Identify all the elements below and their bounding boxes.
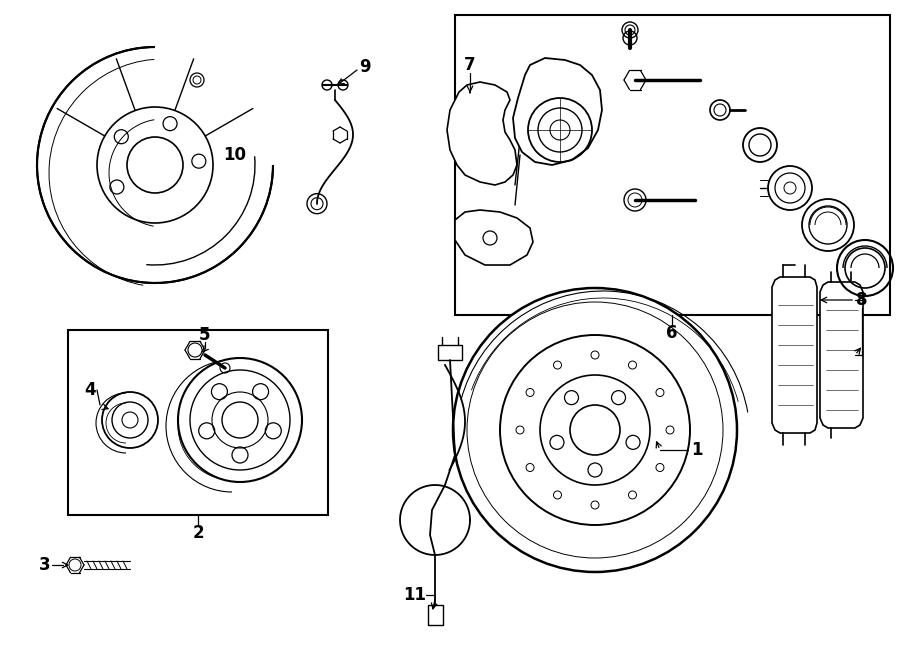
Circle shape: [37, 47, 273, 283]
Text: 7: 7: [464, 56, 476, 74]
Circle shape: [178, 358, 302, 482]
Polygon shape: [455, 210, 533, 265]
Text: 11: 11: [403, 586, 427, 604]
Text: 5: 5: [199, 326, 211, 344]
Bar: [428, 605, 443, 625]
Text: 10: 10: [223, 146, 247, 164]
Polygon shape: [513, 58, 602, 165]
Polygon shape: [820, 282, 863, 428]
Text: 8: 8: [856, 291, 868, 309]
Text: 9: 9: [359, 58, 371, 76]
Text: 3: 3: [40, 556, 50, 574]
Text: 6: 6: [666, 324, 678, 342]
Polygon shape: [772, 277, 817, 433]
Text: 4: 4: [85, 381, 95, 399]
Text: 1: 1: [691, 441, 703, 459]
Bar: [438, 345, 462, 360]
Wedge shape: [155, 45, 275, 165]
Bar: [455, 15, 890, 315]
Polygon shape: [447, 82, 517, 185]
Text: 2: 2: [193, 524, 203, 542]
Circle shape: [453, 288, 737, 572]
Bar: [68, 330, 328, 515]
